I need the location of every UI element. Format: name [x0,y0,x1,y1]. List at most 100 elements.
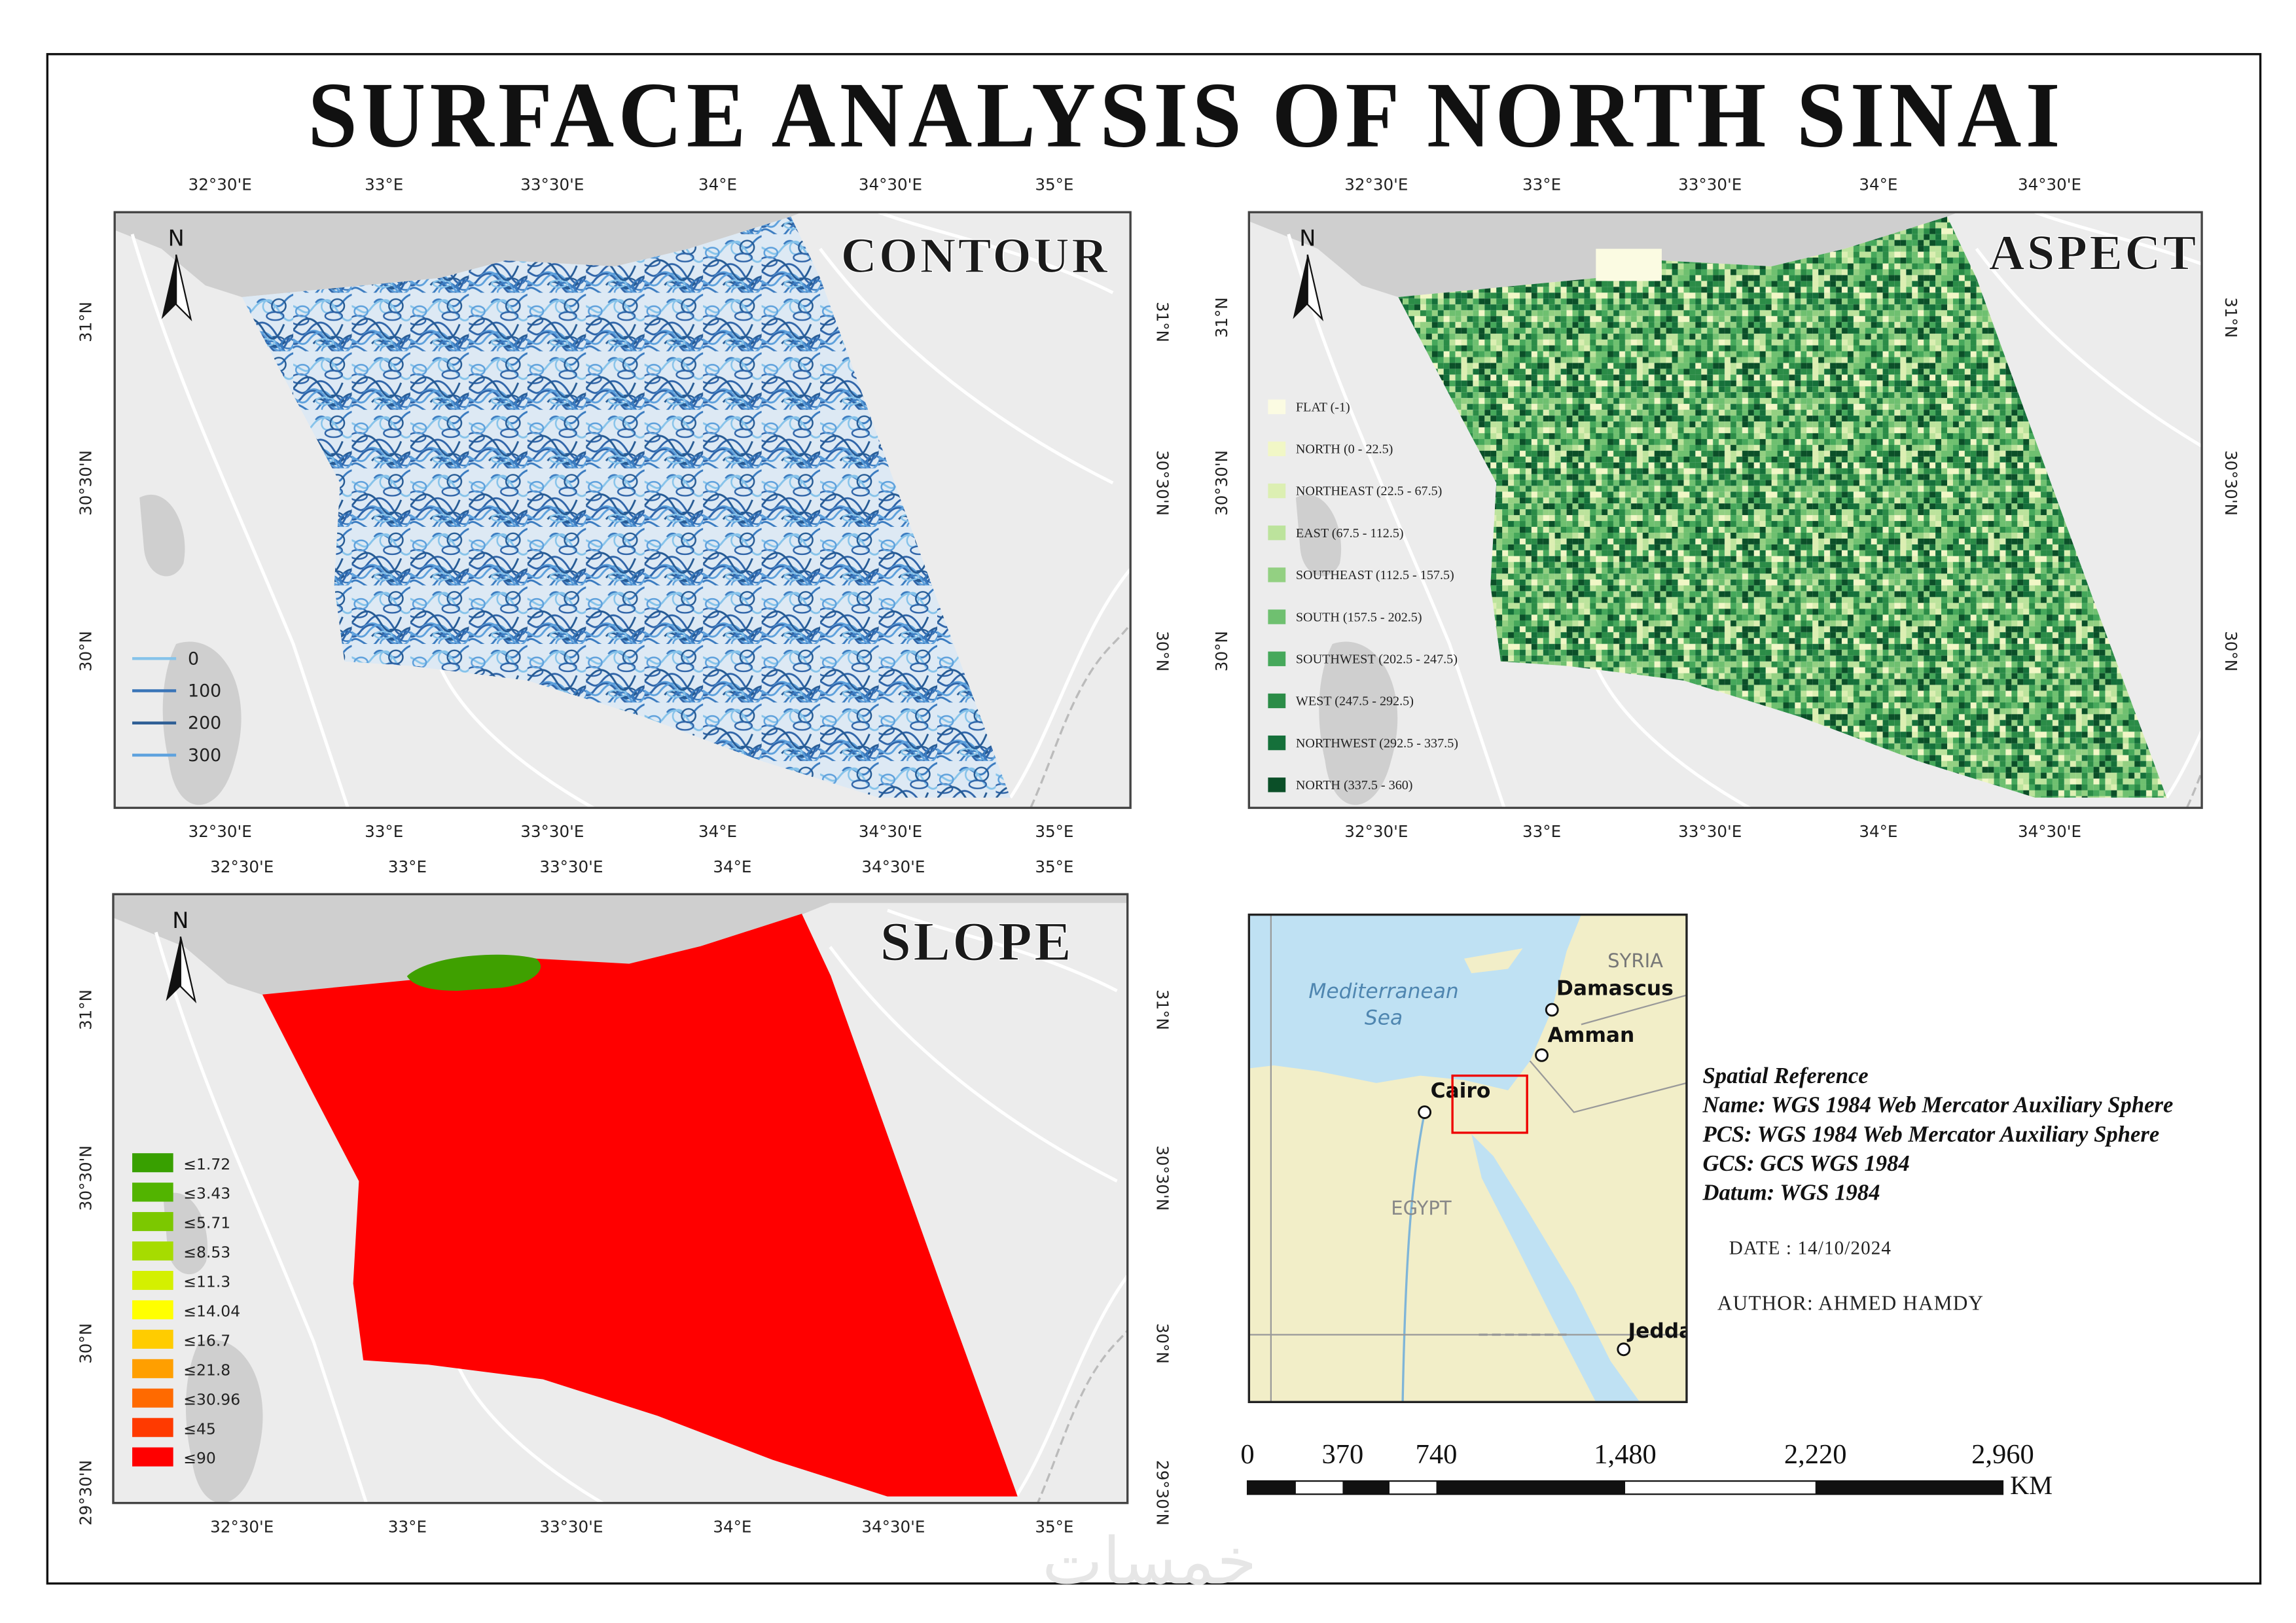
road [887,908,1118,993]
legend-label: ≤45 [183,1419,216,1438]
legend-label: ≤3.43 [183,1185,230,1203]
longitude-label: 33°30'E [520,822,584,841]
legend-swatch [1268,526,1286,541]
legend-swatch [1268,777,1286,793]
study-extent [1451,1074,1528,1134]
layout-title: SURFACE ANALYSIS OF NORTH SINAI [308,63,2064,167]
longitude-label: 35°E [1035,822,1073,841]
inset-border [1581,994,1687,1026]
legend-swatch [132,1183,173,1202]
longitude-label: 33°E [1522,175,1561,194]
legend-label: NORTHEAST (22.5 - 67.5) [1296,484,1443,499]
map-content [1249,212,2202,808]
road [819,247,1114,485]
scale-label: 2,960 [1971,1439,2034,1470]
legend-label: FLAT (-1) [1296,400,1350,414]
legend-swatch [132,1359,173,1378]
legend-swatch [132,1241,173,1261]
legend-swatch [132,1388,173,1408]
road [1009,566,1131,799]
longitude-label: 34°E [698,175,737,194]
legend-label: ≤16.7 [183,1331,230,1349]
north-arrow [166,936,181,1001]
panel-frame [112,893,1129,1505]
latitude-label: 30°N [76,631,95,671]
legend-swatch [1268,693,1286,709]
road [1036,1329,1128,1503]
inset-label: Amman [1547,1024,1634,1047]
legend-swatch [132,1300,173,1319]
north-arrow [1293,255,1308,319]
legend-swatch [1268,441,1286,457]
date: DATE : 14/10/2024 [1729,1238,1892,1258]
inset-frame [1247,913,1688,1404]
scale-bar-segment [1247,1481,1296,1495]
legend-label: NORTH (0 - 22.5) [1296,442,1393,457]
longitude-label: 33°E [388,857,427,876]
north-label: N [172,908,188,933]
longitude-label: 33°30'E [539,1517,603,1536]
lake [139,494,242,805]
road [1594,665,1753,808]
legend-swatch [1268,567,1286,582]
longitude-label: 34°30'E [2018,822,2081,841]
panel-frame [113,211,1132,810]
lake [1295,494,1398,805]
longitude-label: 34°E [1859,822,1897,841]
longitude-label: 34°30'E [859,175,922,194]
scale-label: 0 [1240,1439,1254,1470]
latitude-label: 30°30'N [1212,450,1231,516]
longitude-label: 35°E [1035,857,1073,876]
latitude-label: 30°30'N [1153,450,1172,516]
longitude-label: 33°E [388,1517,427,1536]
legend-swatch [132,1270,173,1291]
north-arrow [179,936,197,1004]
longitude-label: 34°E [1859,175,1897,194]
scale-label: 370 [1322,1439,1364,1470]
map-panel [1249,212,2202,808]
north-label: N [168,226,185,251]
scale-label: 740 [1416,1439,1458,1470]
road [829,946,1118,1183]
inset-label: SYRIA [1607,950,1663,972]
longitude-label: 32°30'E [1344,822,1408,841]
legend-label: SOUTHEAST (112.5 - 157.5) [1296,568,1454,582]
longitude-label: 35°E [1035,175,1073,194]
road [130,234,350,808]
legend-swatch [132,1212,173,1232]
city-marker [1535,1048,1549,1062]
inset-label: Mediterranean [1308,980,1458,1003]
study-area [242,216,1011,798]
legend-swatch [1268,483,1286,499]
latitude-label: 30°N [76,1323,95,1364]
longitude-label: 33°E [365,822,403,841]
scale-unit: KM [2010,1471,2053,1500]
road [456,1363,606,1503]
latitude-label: 30°30'N [2221,450,2240,516]
legend-label: ≤5.71 [183,1214,230,1232]
longitude-label: 32°30'E [210,857,274,876]
latitude-label: 30°N [1153,631,1172,671]
road [1015,1273,1128,1497]
latitude-label: 30°N [1153,1323,1172,1364]
longitude-label: 35°E [1035,1517,1073,1536]
longitude-label: 34°30'E [859,822,922,841]
panel-title: CONTOUR [841,228,1110,283]
legend-label: NORTHWEST (292.5 - 337.5) [1296,736,1458,751]
legend-label: 200 [188,713,221,734]
spatial-reference: Spatial Reference [1703,1063,1869,1088]
legend-label: NORTH (337.5 - 360) [1296,778,1413,793]
inset-label: Damascus [1556,977,1674,1001]
legend-label: SOUTHWEST (202.5 - 247.5) [1296,652,1458,666]
longitude-label: 32°30'E [188,175,252,194]
inset-island [1464,948,1523,974]
legend-label: 100 [188,681,221,701]
longitude-label: 32°30'E [210,1517,274,1536]
longitude-label: 32°30'E [188,822,252,841]
latitude-label: 29°30'N [1153,1460,1172,1525]
longitude-label: 34°E [713,1517,751,1536]
legend-swatch [132,1447,173,1467]
spatial-reference: Datum: WGS 1984 [1702,1181,1880,1205]
city-marker [1418,1105,1432,1119]
map-panel [113,894,1128,1503]
